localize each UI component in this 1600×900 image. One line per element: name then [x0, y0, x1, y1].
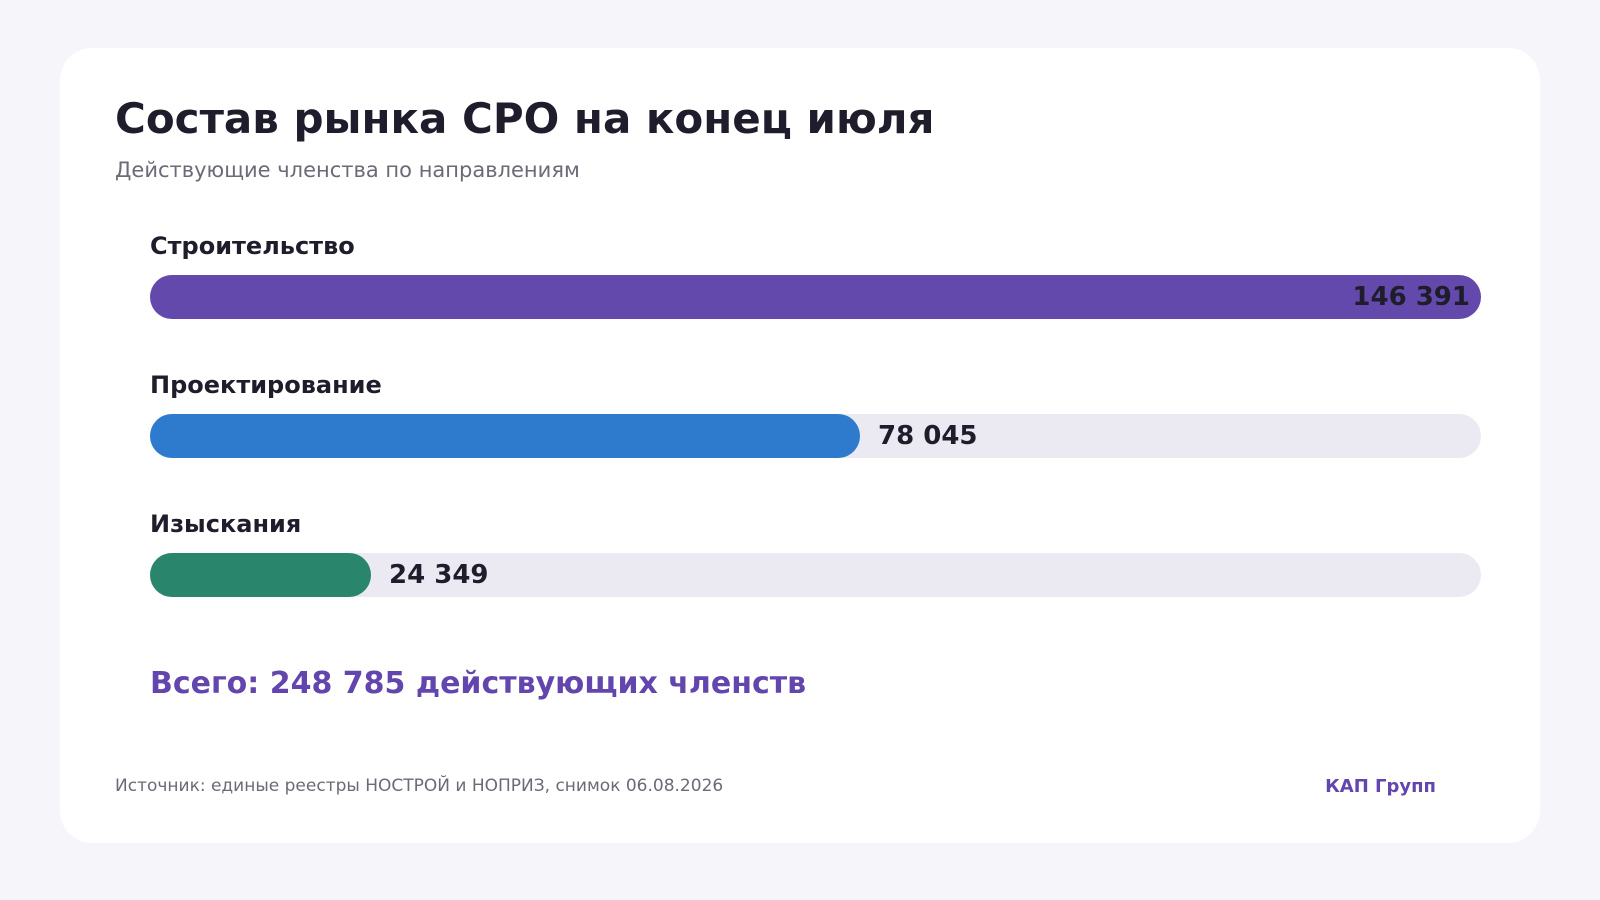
page-subtitle: Действующие членства по направлениям — [115, 158, 580, 182]
bar-fill — [150, 553, 371, 597]
bar-value-label: 24 349 — [389, 560, 489, 590]
bar-track: 24 349 — [150, 553, 1481, 597]
bar-fill — [150, 414, 860, 458]
page-title: Состав рынка СРО на конец июля — [115, 94, 935, 143]
bar-value-label: 78 045 — [878, 421, 978, 451]
bar-value-label: 146 391 — [1352, 282, 1470, 312]
bar-track: 146 391 — [150, 275, 1481, 319]
bar-track: 78 045 — [150, 414, 1481, 458]
brand-label: КАП Групп — [1325, 776, 1436, 797]
source-note: Источник: единые реестры НОСТРОЙ и НОПРИ… — [115, 776, 724, 796]
total-summary: Всего: 248 785 действующих членств — [150, 666, 807, 701]
bar-category-label: Изыскания — [150, 510, 302, 538]
bar-category-label: Строительство — [150, 232, 355, 260]
chart-card: Состав рынка СРО на конец июля Действующ… — [60, 48, 1540, 843]
bar-fill — [150, 275, 1481, 319]
bar-category-label: Проектирование — [150, 371, 382, 399]
